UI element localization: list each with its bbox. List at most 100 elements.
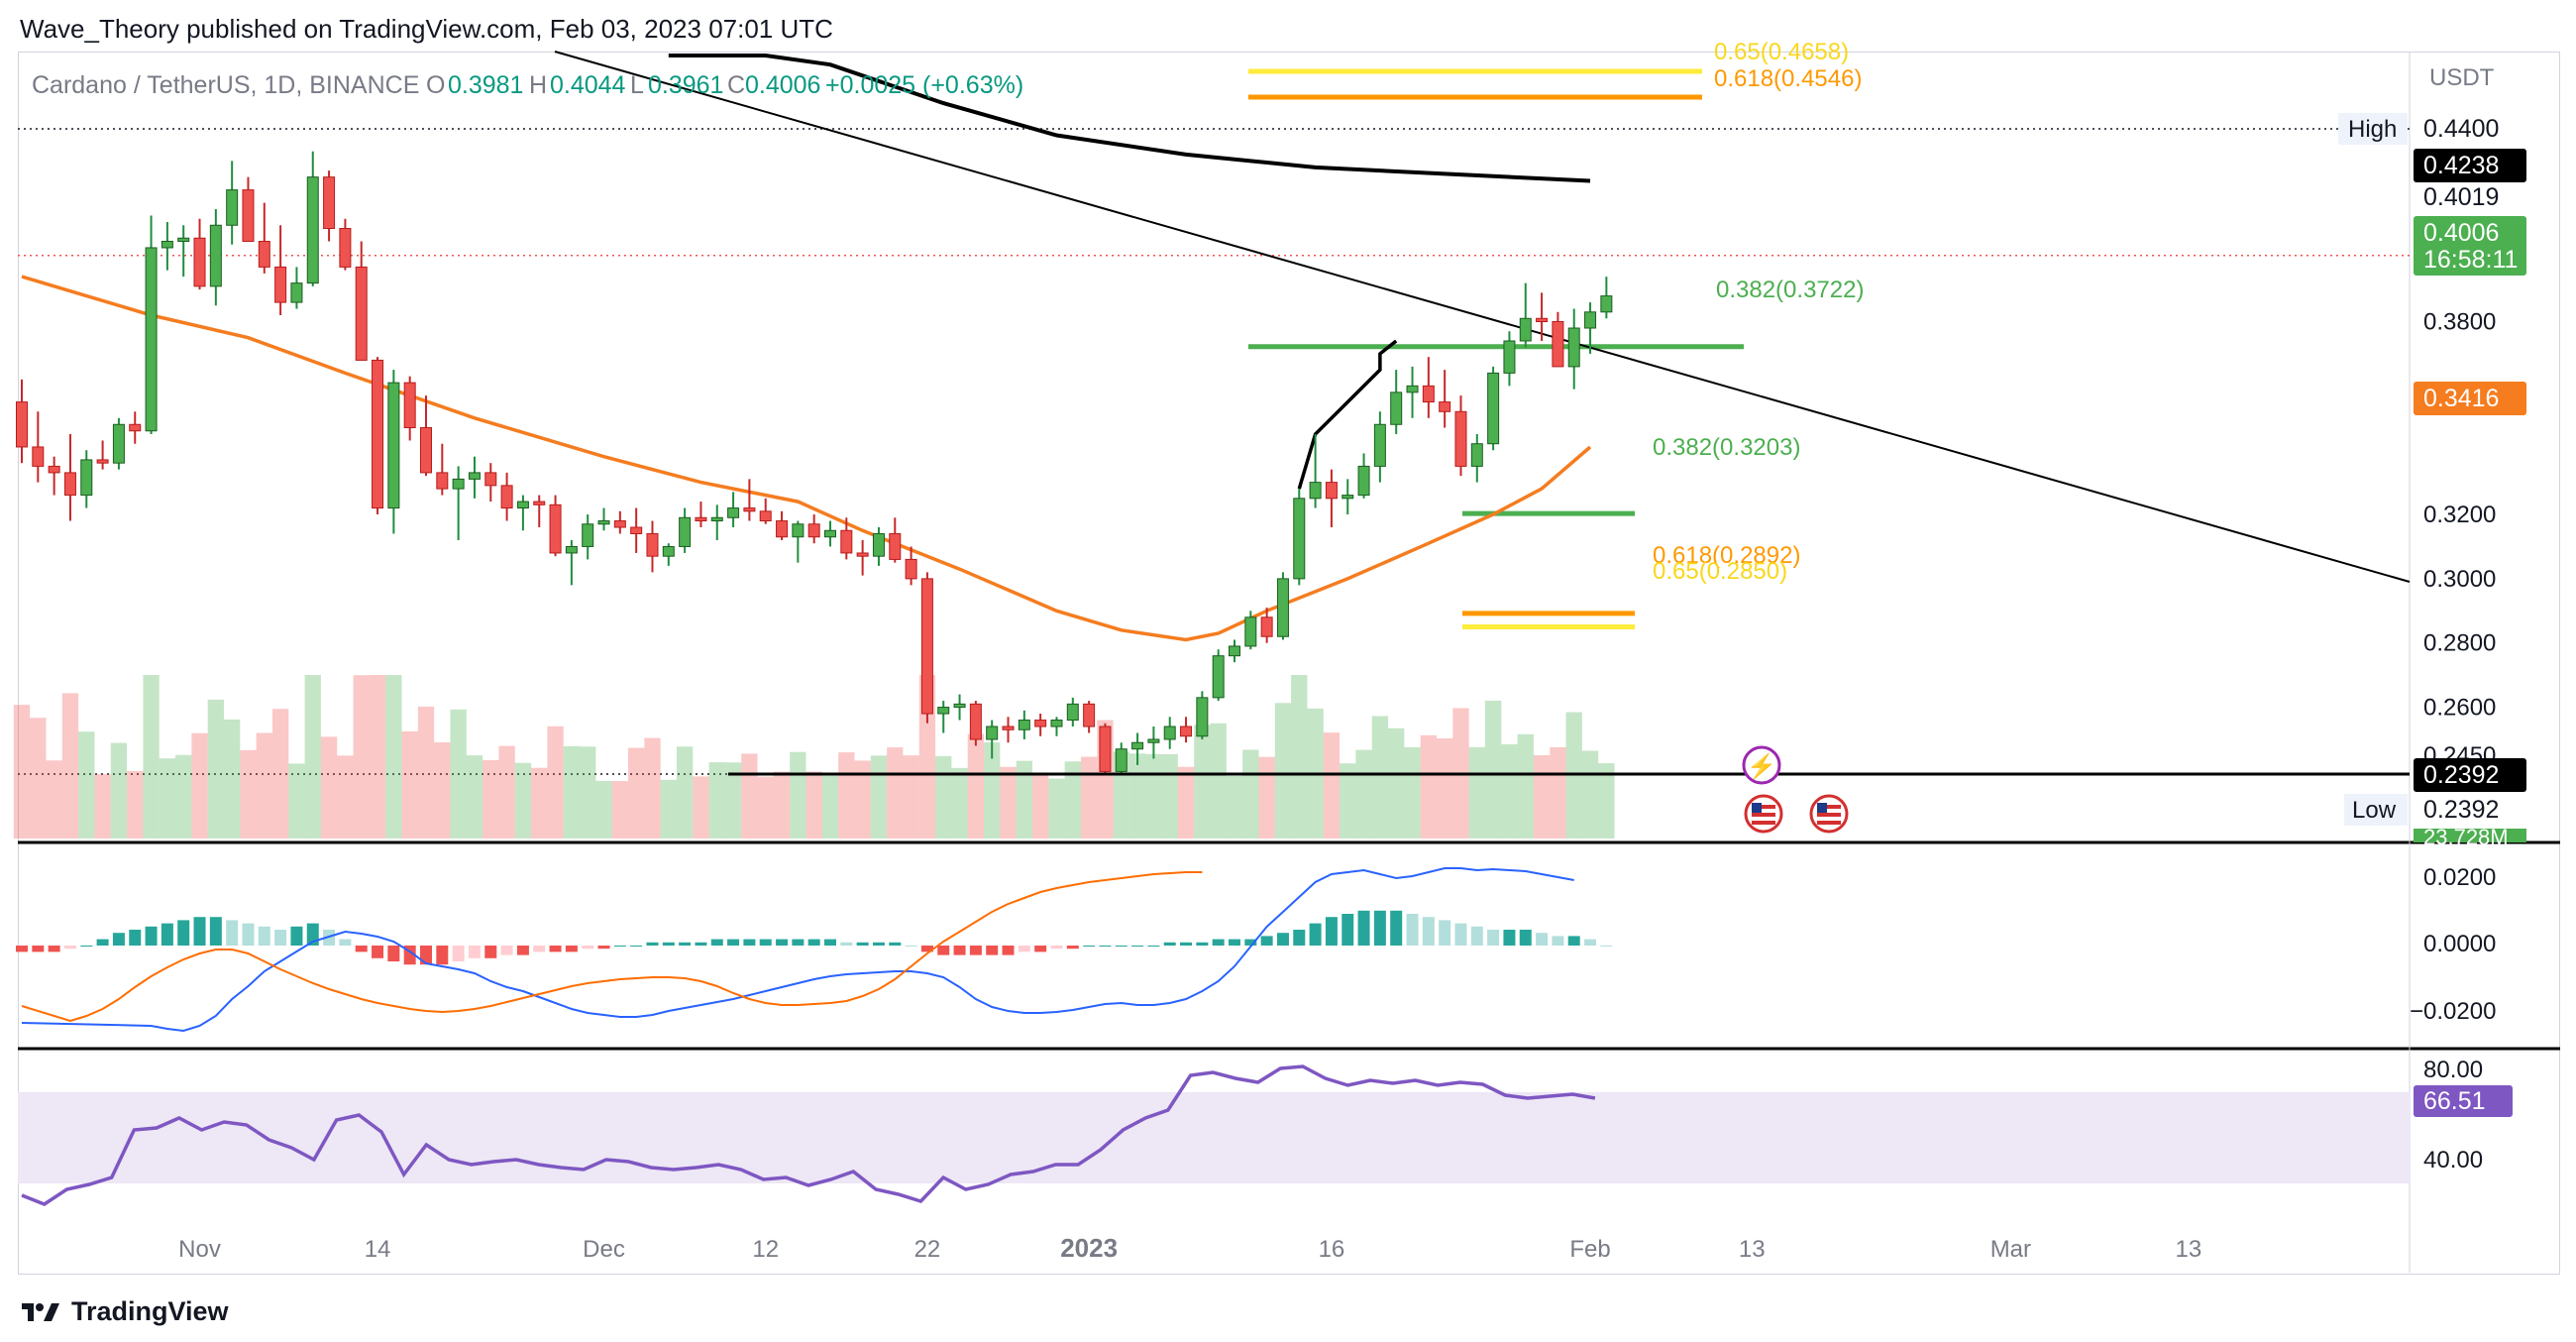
candle-body xyxy=(630,526,643,534)
currency-label: USDT xyxy=(2429,64,2495,91)
candle-body xyxy=(372,359,384,509)
low-label: Low xyxy=(2352,797,2397,824)
macd-histogram-bar xyxy=(1244,939,1257,946)
macd-histogram-bar xyxy=(920,946,933,952)
volume-bar xyxy=(110,742,128,839)
volume-bar xyxy=(175,754,192,839)
candle-body xyxy=(516,501,529,509)
time-tick-label: Nov xyxy=(178,1236,221,1263)
macd-histogram-bar xyxy=(630,946,643,947)
candle-body xyxy=(1342,495,1354,500)
candle-body xyxy=(1244,616,1257,647)
macd-histogram-bar xyxy=(242,923,255,946)
volume-bar xyxy=(838,752,855,839)
macd-histogram-bar xyxy=(1180,942,1193,946)
macd-histogram-bar xyxy=(646,942,659,946)
candle-body xyxy=(420,427,432,474)
macd-histogram-bar xyxy=(387,946,400,961)
volume-bar xyxy=(1581,750,1599,839)
volume-bar xyxy=(967,733,985,839)
volume-bar xyxy=(271,709,289,839)
candle-body xyxy=(759,510,772,522)
descending-trendline xyxy=(554,51,2411,583)
candle-body xyxy=(177,237,190,242)
us-flag-icon[interactable] xyxy=(1809,794,1849,834)
lightning-event-icon[interactable]: ⚡ xyxy=(1742,745,1781,785)
candle-body xyxy=(582,523,594,547)
macd-histogram-bar xyxy=(807,939,820,946)
candle-body xyxy=(306,176,319,284)
time-tick-label: Feb xyxy=(1569,1236,1610,1263)
candle-body xyxy=(792,523,805,538)
fib-levels xyxy=(1248,68,1744,630)
macd-histogram-bar xyxy=(468,946,481,958)
volume-bar xyxy=(385,675,402,839)
volume-bar xyxy=(1177,766,1195,839)
volume-bar xyxy=(240,749,257,839)
macd-histogram-bar xyxy=(145,926,158,946)
candle-body xyxy=(889,532,902,560)
volume-bar xyxy=(191,732,208,839)
volume-bar xyxy=(94,773,111,839)
volume-bar xyxy=(1210,723,1227,839)
time-tick-label: Dec xyxy=(583,1236,625,1263)
volume-bar xyxy=(1128,753,1146,839)
candle-body xyxy=(533,501,546,505)
macd-tick: 0.0000 xyxy=(2423,931,2496,957)
macd-histogram-bar xyxy=(1115,946,1127,947)
candle-body xyxy=(613,520,626,528)
candle-body xyxy=(1406,385,1419,393)
fib-label-upper-0618: 0.618(0.4546) xyxy=(1714,65,1862,92)
candle-body xyxy=(776,520,789,538)
support-value: 0.2392 xyxy=(2423,761,2499,789)
macd-histogram-bar xyxy=(824,939,836,946)
candle-body xyxy=(436,472,449,490)
candle-body xyxy=(129,423,142,432)
volume-bar xyxy=(143,675,160,839)
macd-histogram-bar xyxy=(1487,930,1500,946)
time-tick-label: 22 xyxy=(914,1236,941,1263)
candle-body xyxy=(840,529,853,554)
low-value: 0.2392 xyxy=(2423,796,2499,824)
tradingview-logo-icon xyxy=(22,1303,59,1321)
macd-histogram-bar xyxy=(484,946,497,958)
macd-histogram-bar xyxy=(1083,946,1096,947)
volume-bar xyxy=(903,755,919,839)
macd-histogram-bar xyxy=(1567,936,1580,946)
macd-histogram-bar xyxy=(1422,917,1435,946)
macd-histogram-bar xyxy=(258,926,270,946)
volume-bar xyxy=(256,732,272,839)
footer: TradingView xyxy=(20,1294,229,1328)
us-flag-icon[interactable] xyxy=(1744,794,1783,834)
candle-body xyxy=(1536,317,1549,323)
candle-body xyxy=(274,266,287,303)
macd-histogram-bar xyxy=(1439,920,1451,946)
volume-bar xyxy=(498,745,515,839)
candle-body xyxy=(355,266,368,361)
candle-body xyxy=(500,485,513,509)
candle-body xyxy=(468,472,481,480)
macd-histogram-bar xyxy=(776,939,789,946)
legend-c-value: 0.4006 xyxy=(745,71,820,99)
macd-histogram-bar xyxy=(889,942,902,946)
candle-body xyxy=(193,237,206,287)
volume-bar xyxy=(628,747,645,839)
candle-body xyxy=(1196,697,1209,737)
fib-label-low-0618: 0.618(0.2892) xyxy=(1653,542,1800,569)
candle-body xyxy=(1099,726,1112,772)
macd-histogram-bar xyxy=(1584,939,1597,946)
volume-bar xyxy=(1000,766,1017,839)
time-tick-label: 13 xyxy=(2176,1236,2202,1263)
published-by: Wave_Theory published on TradingView.com… xyxy=(20,14,833,44)
volume-bar xyxy=(1194,725,1211,839)
macd-histogram-bar xyxy=(1454,923,1467,946)
candle-body xyxy=(679,516,692,547)
chart-frame[interactable] xyxy=(18,52,2560,1275)
macd-tick: −0.0200 xyxy=(2410,998,2496,1025)
volume-bar xyxy=(757,776,774,839)
volume-bar xyxy=(61,693,79,839)
macd-histogram-bar xyxy=(533,946,546,952)
macd-histogram-bar xyxy=(129,930,142,946)
macd-histogram-bar xyxy=(1373,910,1386,946)
